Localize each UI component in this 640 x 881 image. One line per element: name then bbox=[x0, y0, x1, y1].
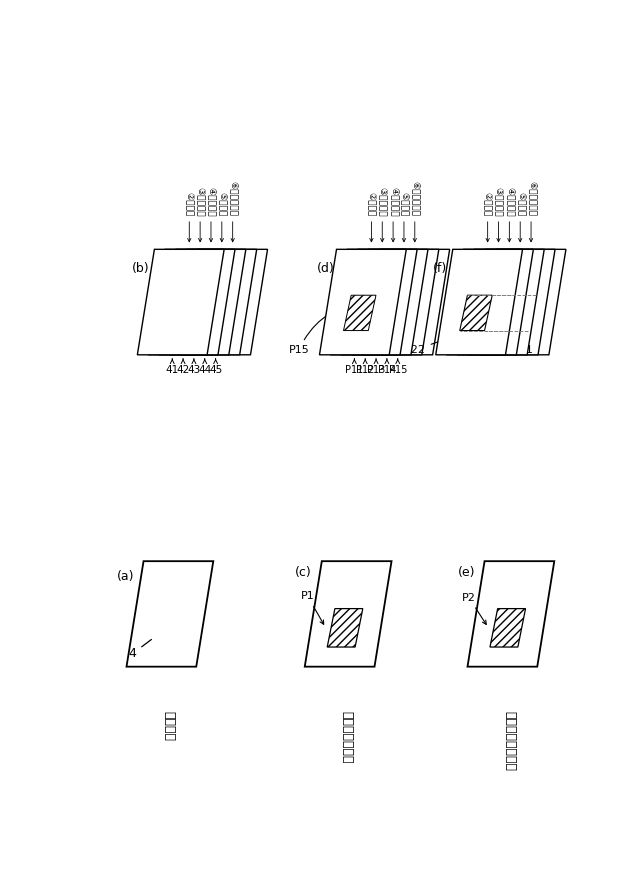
Polygon shape bbox=[327, 609, 363, 647]
Text: (c): (c) bbox=[294, 566, 312, 579]
Text: 41: 41 bbox=[166, 359, 179, 374]
Text: P13: P13 bbox=[367, 359, 385, 374]
Text: ⑤床伏図: ⑤床伏図 bbox=[516, 192, 525, 241]
Polygon shape bbox=[436, 249, 522, 355]
Text: 作成図面: 作成図面 bbox=[163, 711, 175, 741]
Polygon shape bbox=[490, 609, 525, 647]
Polygon shape bbox=[363, 249, 450, 355]
Text: 壁のパーツ図面: 壁のパーツ図面 bbox=[341, 711, 354, 764]
Text: P14: P14 bbox=[378, 359, 396, 374]
Text: ②平面図: ②平面図 bbox=[185, 192, 194, 241]
Polygon shape bbox=[460, 295, 492, 330]
Text: ④土台伏図: ④土台伏図 bbox=[388, 187, 397, 241]
Text: ②平面図: ②平面図 bbox=[367, 192, 376, 241]
Polygon shape bbox=[365, 295, 397, 330]
Text: ④土台伏図: ④土台伏図 bbox=[505, 187, 514, 241]
Polygon shape bbox=[138, 249, 224, 355]
Polygon shape bbox=[355, 295, 387, 330]
Text: ④土台伏図: ④土台伏図 bbox=[207, 187, 216, 241]
Text: ⑥スタッド図: ⑥スタッド図 bbox=[228, 181, 237, 241]
Text: (e): (e) bbox=[458, 566, 475, 579]
Polygon shape bbox=[458, 249, 544, 355]
Text: 42: 42 bbox=[177, 359, 189, 374]
Text: ⑤床伏図: ⑤床伏図 bbox=[218, 192, 227, 241]
Text: (b): (b) bbox=[132, 262, 150, 275]
Polygon shape bbox=[376, 295, 408, 330]
Text: P15: P15 bbox=[388, 359, 407, 374]
Polygon shape bbox=[447, 249, 533, 355]
Text: (f): (f) bbox=[433, 262, 447, 275]
Text: P2: P2 bbox=[462, 593, 486, 625]
Text: P11: P11 bbox=[345, 359, 364, 374]
Text: ②平面図: ②平面図 bbox=[483, 192, 492, 241]
Text: P21: P21 bbox=[513, 329, 534, 355]
Text: (a): (a) bbox=[116, 570, 134, 582]
Text: 建具のパーツ図面: 建具のパーツ図面 bbox=[504, 711, 516, 771]
Polygon shape bbox=[341, 249, 428, 355]
Text: ③基礎伏図: ③基礎伏図 bbox=[494, 187, 503, 241]
Polygon shape bbox=[180, 249, 268, 355]
Text: ⑥スタッド図: ⑥スタッド図 bbox=[410, 181, 419, 241]
Polygon shape bbox=[305, 561, 392, 667]
Polygon shape bbox=[159, 249, 246, 355]
Polygon shape bbox=[344, 295, 376, 330]
Text: ⑥スタッド図: ⑥スタッド図 bbox=[527, 181, 536, 241]
Polygon shape bbox=[468, 249, 555, 355]
Polygon shape bbox=[330, 249, 417, 355]
Polygon shape bbox=[127, 561, 213, 667]
Polygon shape bbox=[467, 561, 554, 667]
Polygon shape bbox=[170, 249, 257, 355]
Text: P22: P22 bbox=[404, 327, 479, 355]
Text: P1: P1 bbox=[301, 591, 324, 625]
Text: ③基礎伏図: ③基礎伏図 bbox=[378, 187, 387, 241]
Text: 44: 44 bbox=[198, 359, 211, 374]
Text: P12: P12 bbox=[356, 359, 374, 374]
Text: ⑤床伏図: ⑤床伏図 bbox=[399, 192, 408, 241]
Text: P15: P15 bbox=[289, 301, 364, 355]
Polygon shape bbox=[352, 249, 439, 355]
Polygon shape bbox=[148, 249, 235, 355]
Text: ③基礎伏図: ③基礎伏図 bbox=[196, 187, 205, 241]
Text: 43: 43 bbox=[188, 359, 200, 374]
Text: (d): (d) bbox=[316, 262, 334, 275]
Text: 4: 4 bbox=[129, 640, 152, 660]
Polygon shape bbox=[503, 295, 536, 330]
Polygon shape bbox=[387, 295, 419, 330]
Polygon shape bbox=[479, 249, 566, 355]
Text: 45: 45 bbox=[209, 359, 222, 374]
Polygon shape bbox=[319, 249, 406, 355]
